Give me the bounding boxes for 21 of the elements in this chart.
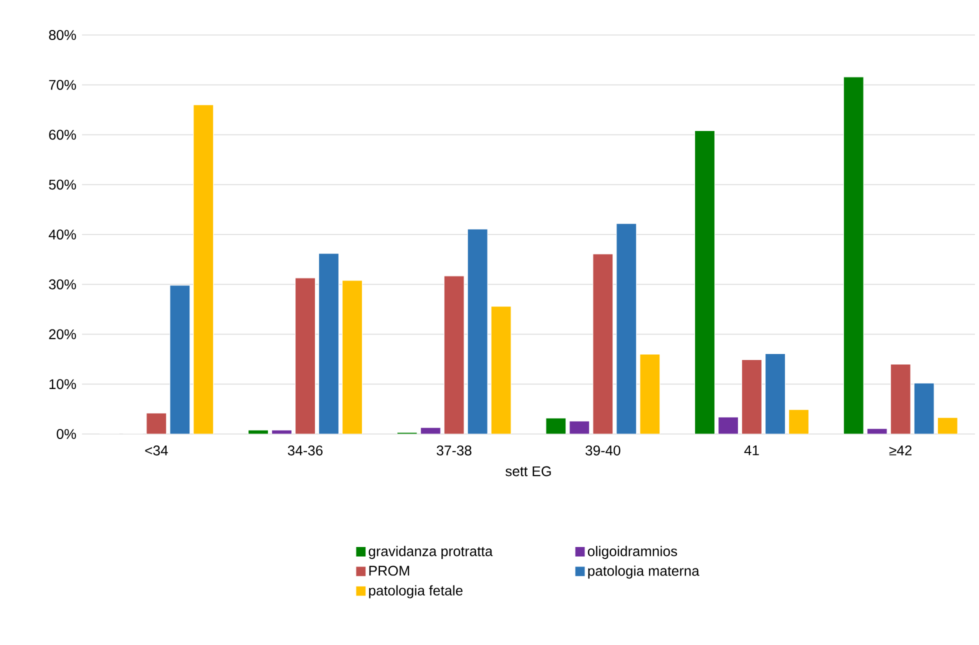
x-tick-label: 41 bbox=[744, 446, 759, 456]
y-tick-label: 60% bbox=[49, 130, 76, 140]
y-tick-label: 50% bbox=[49, 180, 76, 190]
y-tick-label: 0% bbox=[56, 429, 76, 439]
x-tick-label: 39-40 bbox=[586, 446, 620, 456]
x-tick-label: ≥42 bbox=[889, 446, 912, 456]
y-tick-label: 40% bbox=[48, 230, 76, 240]
legend-label: gravidanza protratta bbox=[368, 546, 493, 559]
y-tick-label: 80% bbox=[49, 30, 76, 40]
x-axis-title: sett EG bbox=[506, 466, 551, 476]
legend-label: patologia fetale bbox=[369, 585, 463, 598]
y-tick-label: 20% bbox=[49, 329, 76, 340]
legend-label: PROM bbox=[369, 566, 410, 576]
legend-label: oligoidramnios bbox=[588, 546, 678, 559]
y-tick-label: 70% bbox=[49, 80, 76, 90]
x-tick-label: 34-36 bbox=[288, 446, 323, 456]
legend-label: patologia materna bbox=[588, 566, 700, 579]
y-tick-label: 10% bbox=[50, 379, 76, 390]
x-tick-label: <34 bbox=[145, 446, 168, 456]
y-tick-label: 30% bbox=[48, 279, 76, 290]
x-tick-label: 37-38 bbox=[436, 446, 472, 456]
